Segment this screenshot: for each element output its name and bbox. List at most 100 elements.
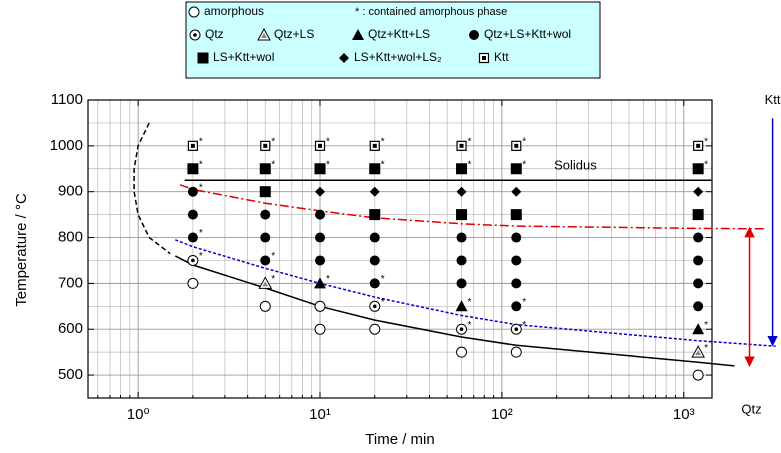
marker (456, 232, 467, 243)
marker (691, 345, 705, 358)
marker-shape (259, 300, 271, 312)
marker (510, 209, 522, 221)
marker (260, 232, 271, 243)
marker (456, 186, 467, 197)
marker (456, 255, 467, 266)
marker (456, 209, 468, 221)
marker (187, 163, 199, 175)
marker (693, 255, 704, 266)
marker-shape (510, 163, 522, 175)
curve (133, 122, 171, 255)
marker (510, 346, 522, 358)
marker-shape (693, 186, 704, 197)
amorphous-asterisk: * (381, 136, 385, 147)
amorphous-asterisk: * (381, 159, 385, 170)
marker-shape (693, 301, 704, 312)
marker-dot (482, 56, 486, 60)
marker (315, 209, 326, 220)
marker-dot (318, 143, 323, 148)
marker (456, 163, 468, 175)
amorphous-asterisk: * (468, 320, 472, 331)
marker-shape (693, 232, 704, 243)
x-tick-label: 10³ (673, 406, 695, 423)
marker (369, 163, 381, 175)
marker-dot (193, 33, 197, 37)
legend-label: Qtz+LS (274, 27, 314, 41)
y-tick-label: 1100 (51, 91, 83, 108)
plot-frame (87, 99, 713, 399)
marker-shape (260, 255, 271, 266)
marker (369, 140, 380, 151)
marker-shape (456, 186, 467, 197)
marker-shape (369, 209, 381, 221)
marker (187, 140, 198, 151)
marker-dot (263, 143, 268, 148)
y-tick-label: 900 (58, 183, 83, 200)
marker (455, 300, 468, 312)
marker-shape (511, 255, 522, 266)
marker (369, 186, 380, 197)
amorphous-asterisk: * (271, 251, 275, 262)
x-axis-title: Time / min (365, 431, 434, 448)
amorphous-asterisk: * (522, 159, 526, 170)
y-tick-label: 1000 (50, 137, 83, 154)
marker (260, 209, 271, 220)
legend-label: Ktt (494, 50, 509, 64)
marker-shape (197, 52, 209, 64)
legend-marker (352, 29, 364, 40)
marker-shape (510, 346, 522, 358)
marker (314, 323, 326, 335)
marker-dot (372, 143, 377, 148)
amorphous-asterisk: * (326, 274, 330, 285)
marker-shape (369, 278, 380, 289)
legend-note: * : contained amorphous phase (355, 6, 507, 18)
y-tick-label: 500 (58, 366, 83, 383)
amorphous-asterisk: * (704, 320, 708, 331)
marker-shape (352, 29, 364, 40)
marker-shape (314, 277, 327, 289)
curve-label: Solidus (554, 158, 597, 173)
marker-shape (259, 186, 271, 198)
marker-shape (315, 186, 326, 197)
amorphous-asterisk: * (522, 136, 526, 147)
amorphous-asterisk: * (468, 297, 472, 308)
curve (174, 255, 735, 367)
marker-shape (314, 323, 326, 335)
marker-dot (191, 258, 195, 263)
amorphous-asterisk: * (271, 159, 275, 170)
marker (693, 278, 704, 289)
marker (369, 232, 380, 243)
marker (314, 163, 326, 175)
marker-shape (314, 163, 326, 175)
marker-shape (692, 323, 705, 335)
arrow-label: Ktt (765, 92, 781, 107)
marker-shape (456, 163, 468, 175)
marker-shape (369, 255, 380, 266)
marker (187, 254, 199, 266)
marker (456, 140, 467, 151)
marker (692, 323, 705, 335)
marker (511, 301, 522, 312)
marker (511, 232, 522, 243)
amorphous-asterisk: * (326, 136, 330, 147)
marker (314, 300, 326, 312)
marker (369, 209, 381, 221)
marker (259, 186, 271, 198)
amorphous-asterisk: * (468, 136, 472, 147)
amorphous-asterisk: * (199, 159, 203, 170)
marker-shape (695, 350, 702, 356)
legend-marker (478, 52, 490, 64)
y-tick-label: 600 (58, 320, 83, 337)
marker-shape (456, 232, 467, 243)
amorphous-asterisk: * (271, 274, 275, 285)
marker (369, 323, 381, 335)
marker-dot (696, 143, 701, 148)
legend-label: Qtz+Ktt+LS (368, 27, 430, 41)
marker (456, 323, 468, 335)
legend-box (185, 1, 601, 79)
marker (314, 140, 326, 151)
marker (511, 186, 522, 197)
y-tick-label: 800 (58, 229, 83, 246)
